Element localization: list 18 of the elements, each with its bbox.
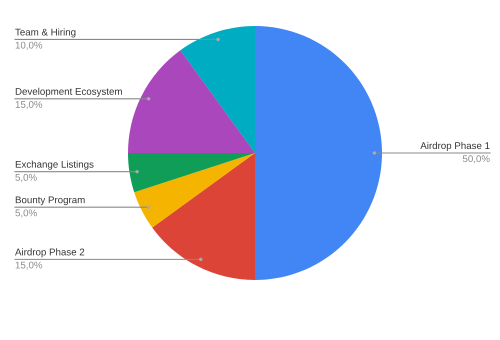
pie-slice [152,153,255,280]
data-label: 50,0% [462,155,490,164]
slice-label: Development Ecosystem [16,88,122,97]
data-label: 15,0% [16,262,42,270]
slice-label: Airdrop Phase 1 [420,142,490,151]
pie-slice [128,153,255,192]
data-label: 5,0% [15,174,37,182]
data-label: 10,0% [16,42,42,50]
pie-slice [180,26,255,153]
pie-slice [134,153,255,228]
pie-slice [255,26,382,280]
slice-label: Airdrop Phase 2 [15,248,84,258]
slice-label: Exchange Listings [16,160,94,170]
slice-label: Team & Hiring [15,28,76,38]
data-label: 5,0% [15,209,37,218]
pie-slice [128,50,255,153]
slice-label: Bounty Program [16,196,85,206]
data-label: 15,0% [16,101,42,110]
